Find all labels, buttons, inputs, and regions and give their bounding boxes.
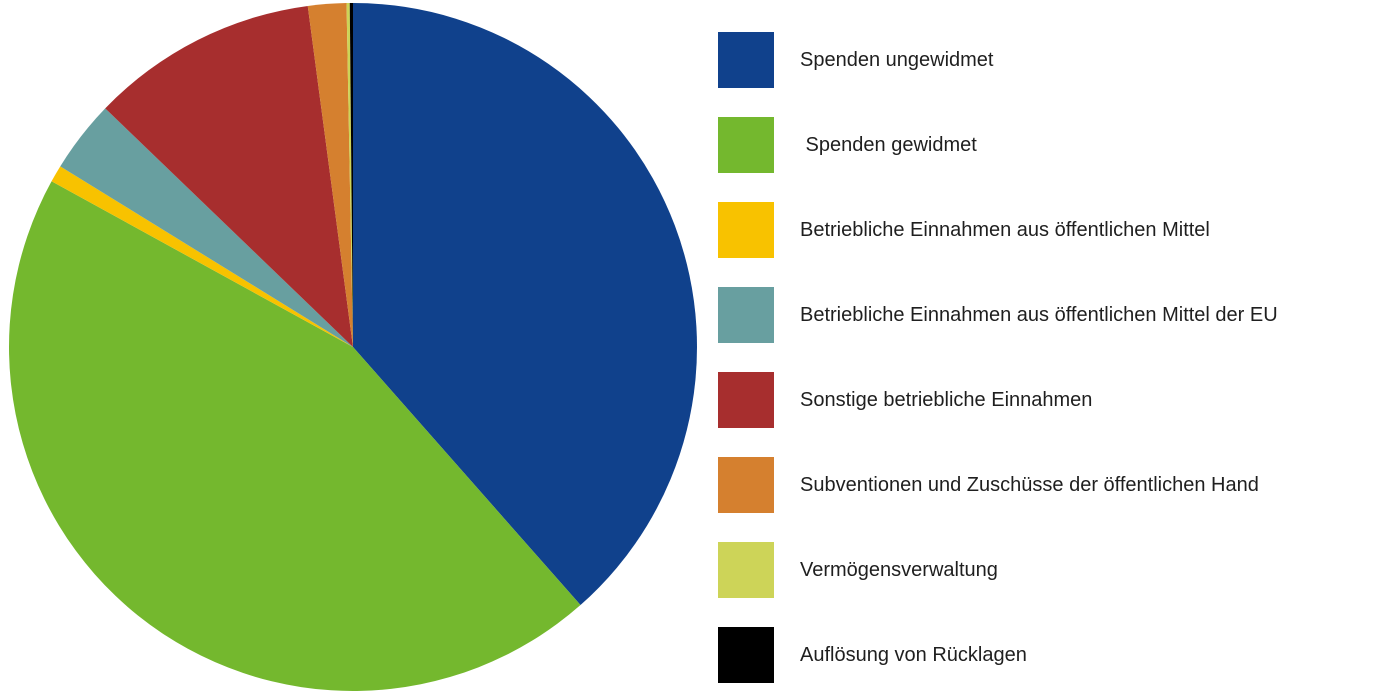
pie-slice-7 xyxy=(349,3,353,347)
legend-item: Betriebliche Einnahmen aus öffentlichen … xyxy=(718,287,1278,343)
legend-label: Spenden ungewidmet xyxy=(800,49,994,71)
legend-item: Betriebliche Einnahmen aus öffentlichen … xyxy=(718,202,1278,258)
legend-item: Vermögensverwaltung xyxy=(718,542,1278,598)
pie-slice-6 xyxy=(346,3,353,348)
pie-slice-5 xyxy=(307,3,353,348)
pie-slice-4 xyxy=(105,5,354,348)
legend-swatch xyxy=(718,202,774,258)
legend-swatch xyxy=(718,117,774,173)
legend-swatch xyxy=(718,627,774,683)
legend-label: Subventionen und Zuschüsse der öffentlic… xyxy=(800,474,1259,496)
pie-slice-1 xyxy=(9,181,581,691)
legend-swatch xyxy=(718,32,774,88)
legend: Spenden ungewidmet Spenden gewidmet Betri… xyxy=(718,32,1278,683)
legend-label: Betriebliche Einnahmen aus öffentlichen … xyxy=(800,219,1210,241)
legend-swatch xyxy=(718,372,774,428)
legend-item: Spenden gewidmet xyxy=(718,117,1278,173)
pie-chart xyxy=(9,3,698,691)
legend-swatch xyxy=(718,287,774,343)
pie-slice-0 xyxy=(353,3,698,606)
legend-swatch xyxy=(718,542,774,598)
pie-slice-2 xyxy=(51,166,354,347)
legend-item: Spenden ungewidmet xyxy=(718,32,1278,88)
legend-label: Betriebliche Einnahmen aus öffentlichen … xyxy=(800,304,1278,326)
legend-item: Auflösung von Rücklagen xyxy=(718,627,1278,683)
legend-label: Vermögensverwaltung xyxy=(800,559,998,581)
pie-slice-3 xyxy=(60,108,353,347)
legend-swatch xyxy=(718,457,774,513)
legend-item: Subventionen und Zuschüsse der öffentlic… xyxy=(718,457,1278,513)
legend-item: Sonstige betriebliche Einnahmen xyxy=(718,372,1278,428)
legend-label: Sonstige betriebliche Einnahmen xyxy=(800,389,1093,411)
legend-label: Auflösung von Rücklagen xyxy=(800,644,1027,666)
pie-svg xyxy=(9,3,698,691)
legend-label: Spenden gewidmet xyxy=(800,134,977,156)
